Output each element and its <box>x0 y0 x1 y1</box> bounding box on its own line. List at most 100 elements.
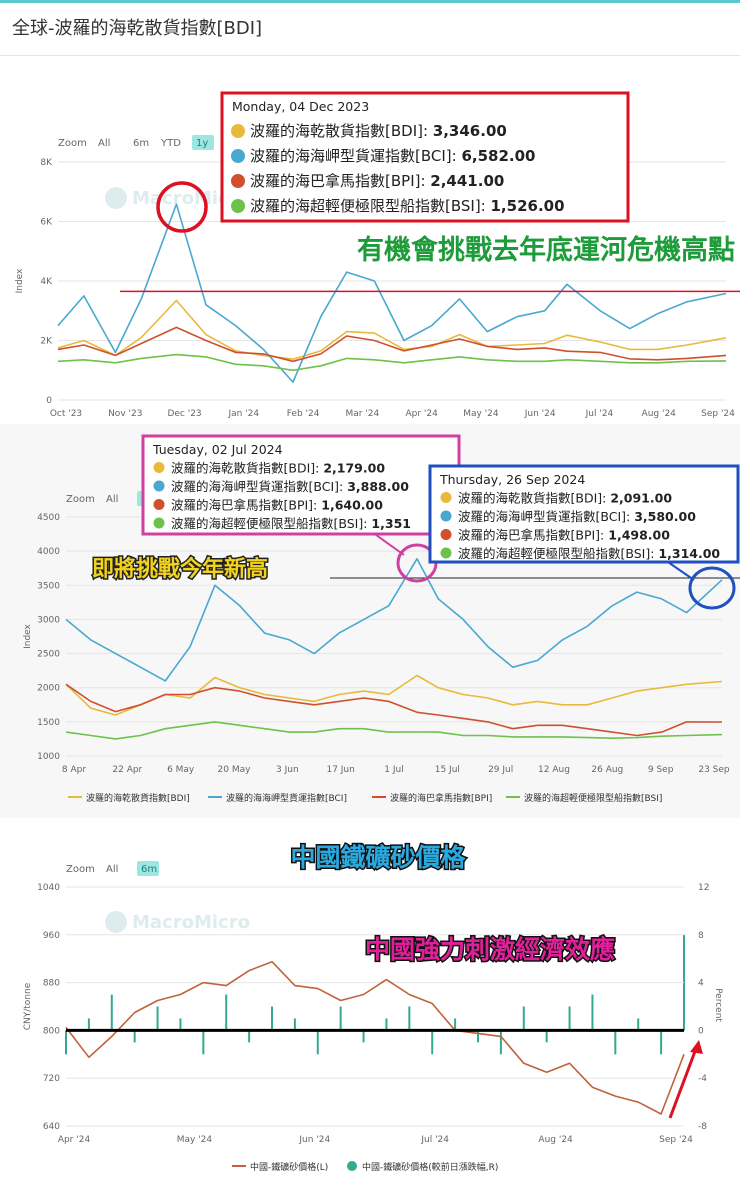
pct-bar <box>385 1018 388 1031</box>
tooltip-date: Tuesday, 02 Jul 2024 <box>152 442 283 457</box>
legend-label-2: 波羅的海海岬型貨運指數[BCI] <box>226 792 347 804</box>
y-axis-label: Index <box>15 268 25 293</box>
up-arrow-shaft <box>668 1045 699 1119</box>
series-line-2 <box>57 203 727 383</box>
pct-bar <box>110 994 113 1031</box>
x-tick-label: Aug '24 <box>642 409 677 419</box>
pct-bar <box>499 1030 502 1055</box>
tooltip-row-label: 波羅的海乾散貨指數[BDI]: <box>171 461 323 476</box>
tooltip-row-1: 波羅的海乾散貨指數[BDI]: 2,179.00 <box>171 461 385 476</box>
tooltip-row-label: 波羅的海海岬型貨運指數[BCI]: <box>458 509 634 524</box>
zoom-option-selected[interactable] <box>192 135 214 150</box>
x-tick-label: 9 Sep <box>648 765 674 775</box>
pct-bar <box>545 1030 548 1043</box>
y-tick-label: 8K <box>40 158 53 168</box>
x-tick-label: 8 Apr <box>62 765 86 775</box>
pct-bar <box>568 1006 571 1031</box>
right-y-tick-label: 12 <box>698 883 709 893</box>
zoom-label: Zoom <box>66 494 95 505</box>
pct-bar <box>477 1030 479 1043</box>
x-tick-label: Sep '24 <box>701 409 735 419</box>
series-line-3 <box>57 326 727 363</box>
tooltip-row-value: 1,640.00 <box>321 498 383 513</box>
pct-bar <box>614 1030 617 1055</box>
x-tick-label: 26 Aug <box>591 765 623 775</box>
tooltip-row-4: 波羅的海超輕便極限型船指數[BSI]: 1,351 <box>171 516 411 531</box>
tooltip-row-value: 1,314.00 <box>658 546 720 561</box>
tooltip-dot-4 <box>231 199 245 213</box>
tooltip-row-label: 波羅的海巴拿馬指數[BPI]: <box>458 528 608 543</box>
chart2: ZoomAll6m1000150020002500300035004000450… <box>23 434 740 804</box>
tooltip-row-3: 波羅的海巴拿馬指數[BPI]: 2,441.00 <box>250 172 504 190</box>
x-tick-label: 3 Jun <box>276 765 299 775</box>
y-tick-label: 4K <box>40 277 53 287</box>
right-y-tick-label: 4 <box>698 979 704 989</box>
x-tick-label: 29 Jul <box>488 765 513 775</box>
tooltip-row-label: 波羅的海超輕便極限型船指數[BSI]: <box>250 197 491 215</box>
pct-bar <box>660 1030 663 1055</box>
tooltip-row-1: 波羅的海乾散貨指數[BDI]: 3,346.00 <box>250 122 507 140</box>
x-tick-label: Jun '24 <box>298 1135 330 1145</box>
pct-bar <box>156 1006 159 1031</box>
x-tick-label: Apr '24 <box>58 1135 91 1145</box>
callout-connector-jul <box>371 531 405 556</box>
y-tick-label: 6K <box>40 218 53 228</box>
series-line-1 <box>65 674 723 716</box>
up-arrow-head <box>690 1040 703 1054</box>
x-tick-label: Mar '24 <box>345 409 379 419</box>
tooltip-row-label: 波羅的海巴拿馬指數[BPI]: <box>171 498 321 513</box>
annotation-text: 有機會挑戰去年底運河危機高點 <box>357 234 735 266</box>
zoom-option-6m: 6m <box>133 138 149 149</box>
y-tick-label: 1500 <box>37 718 60 728</box>
x-tick-label: Dec '23 <box>167 409 201 419</box>
legend-swatch-2 <box>347 1161 357 1171</box>
zoom-option-selected[interactable] <box>137 861 159 876</box>
tooltip-date: Monday, 04 Dec 2023 <box>232 99 369 114</box>
macromicro-logo-icon <box>105 187 127 209</box>
series-line-2 <box>65 557 723 682</box>
tooltip-dot-3 <box>153 499 165 510</box>
y-tick-label: 0 <box>46 396 52 406</box>
tooltip-dot-3 <box>231 174 245 188</box>
annotation-text: 即將挑戰今年新高 <box>92 556 268 582</box>
tooltip-dot-1 <box>440 492 452 503</box>
tooltip-row-value: 3,346.00 <box>433 122 507 140</box>
zoom-option-1y: 1y <box>196 138 208 149</box>
pct-bar <box>225 994 228 1031</box>
tooltip-row-3: 波羅的海巴拿馬指數[BPI]: 1,498.00 <box>458 528 670 543</box>
tooltip-row-value: 6,582.00 <box>461 147 535 165</box>
tooltip-dot-2 <box>231 149 245 163</box>
pct-bar <box>408 1006 411 1031</box>
chart3-panel <box>0 818 740 1186</box>
highlight-circle <box>156 181 208 233</box>
tooltip-row-2: 波羅的海海岬型貨運指數[BCI]: 3,580.00 <box>458 509 696 524</box>
macromicro-logo-icon <box>105 911 127 933</box>
top-accent-bar <box>0 0 740 3</box>
pct-bar <box>431 1030 434 1055</box>
pct-bar <box>454 1018 457 1031</box>
pct-bar <box>316 1030 319 1055</box>
tooltip-date: Thursday, 26 Sep 2024 <box>439 472 585 487</box>
y-tick-label: 880 <box>43 979 60 989</box>
zoom-label: Zoom <box>58 138 87 149</box>
tooltip-row-label: 波羅的海超輕便極限型船指數[BSI]: <box>171 516 371 531</box>
tooltip-dot-2 <box>153 480 165 492</box>
tooltip-row-2: 波羅的海海岬型貨運指數[BCI]: 6,582.00 <box>250 147 535 165</box>
x-tick-label: 12 Aug <box>538 765 570 775</box>
header-divider <box>0 55 740 56</box>
tooltip-dot-4 <box>440 547 452 559</box>
tooltip-row-4: 波羅的海超輕便極限型船指數[BSI]: 1,526.00 <box>250 197 565 215</box>
x-tick-label: 23 Sep <box>698 765 730 775</box>
x-tick-label: 20 May <box>218 765 252 775</box>
right-y-tick-label: -8 <box>698 1122 707 1132</box>
x-tick-label: 1 Jul <box>384 765 403 775</box>
zoom-option-YTD: YTD <box>160 138 181 149</box>
legend-label-1: 波羅的海乾散貨指數[BDI] <box>86 792 190 804</box>
legend-label-4: 波羅的海超輕便極限型船指數[BSI] <box>524 792 662 804</box>
y-tick-label: 800 <box>43 1026 60 1036</box>
tooltip-row-value: 1,498.00 <box>608 528 670 543</box>
right-y-tick-label: 8 <box>698 931 704 941</box>
pct-bar <box>293 1018 296 1031</box>
y-tick-label: 2K <box>40 337 53 347</box>
